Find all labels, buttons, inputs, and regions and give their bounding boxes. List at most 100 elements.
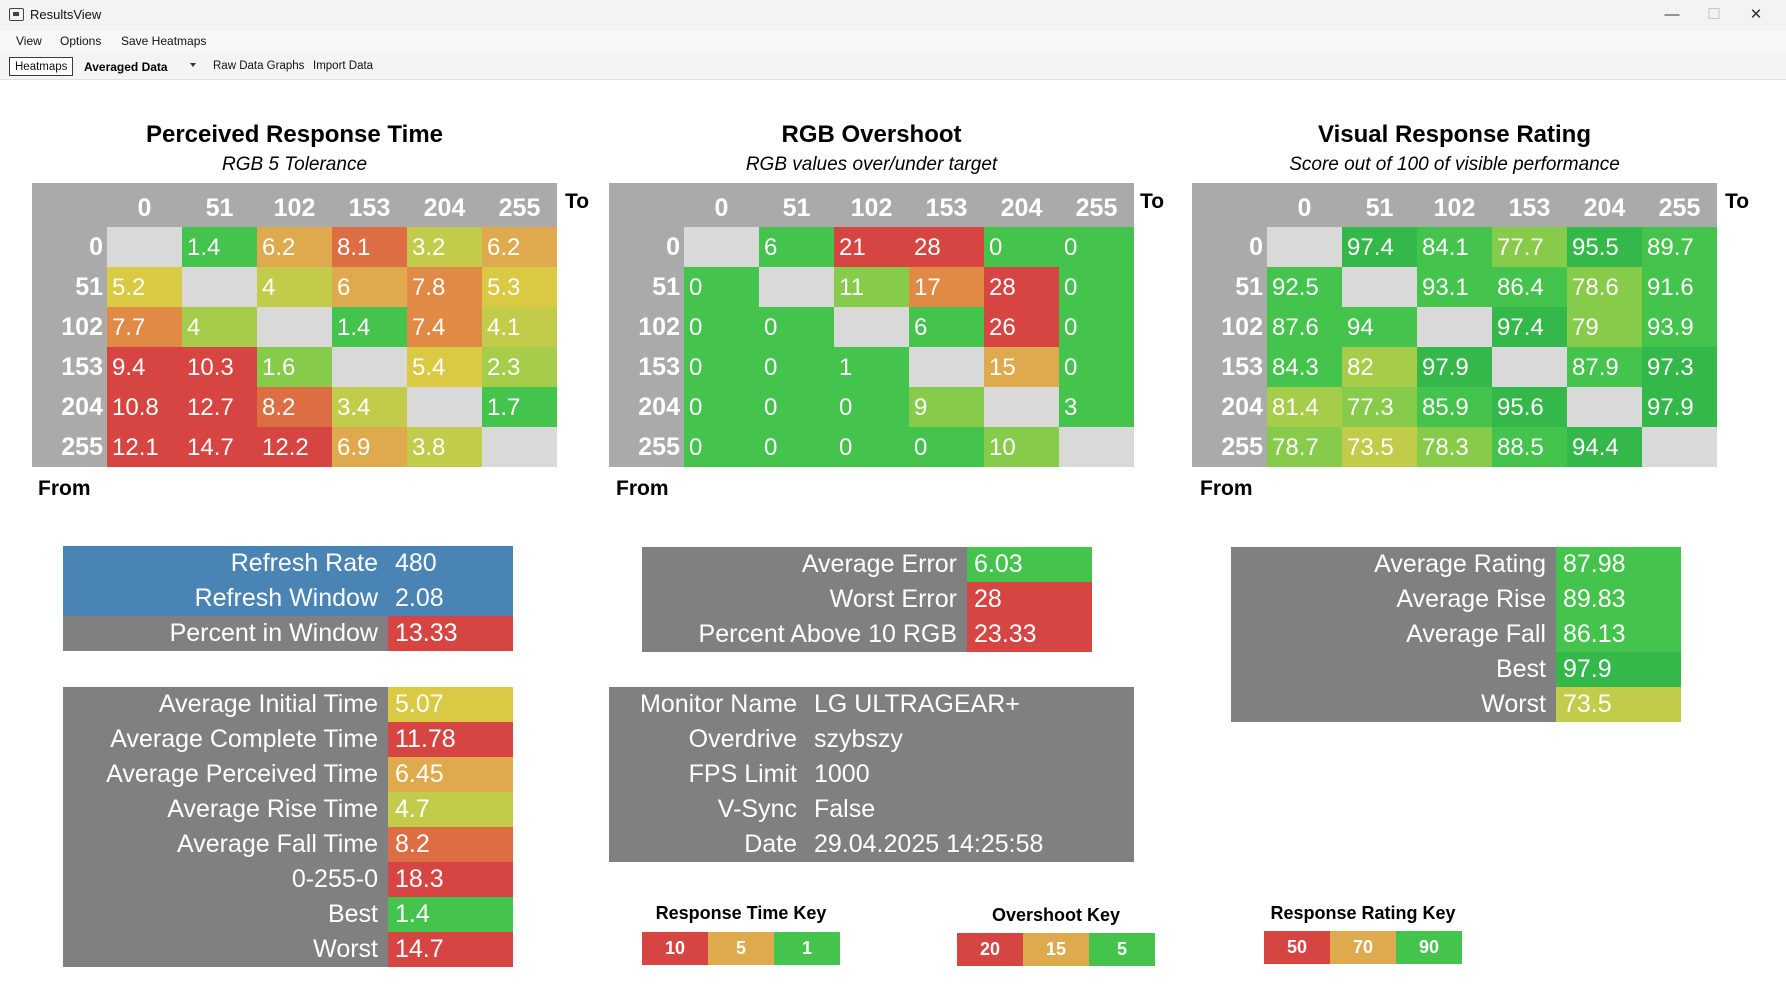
heatmap-cell: 10.3 xyxy=(182,347,257,387)
heatmap-cell: 7.7 xyxy=(107,307,182,347)
heatmap-cell: 2.3 xyxy=(482,347,557,387)
menu-view[interactable]: View xyxy=(16,34,42,48)
heatmap-cell: 77.7 xyxy=(1492,227,1567,267)
heatmap-cell: 3 xyxy=(1059,387,1134,427)
monitor-table-row: V-Sync False xyxy=(609,792,1134,827)
maximize-button[interactable]: ☐ xyxy=(1707,6,1721,23)
heatmap-cell: 15 xyxy=(984,347,1059,387)
timing-table-value: 1.4 xyxy=(388,897,513,932)
heatmap-cell: 92.5 xyxy=(1267,267,1342,307)
heatmap-cell: 88.5 xyxy=(1492,427,1567,467)
heatmap-cell: 95.6 xyxy=(1492,387,1567,427)
heatmap-column-header: 0 xyxy=(1297,194,1312,222)
timing-table-label: Average Initial Time xyxy=(63,687,388,722)
heatmap-cell: 87.9 xyxy=(1567,347,1642,387)
tab-raw-data-graphs[interactable]: Raw Data Graphs xyxy=(213,60,305,72)
timing-table-value: 8.2 xyxy=(388,827,513,862)
error-table-value: 23.33 xyxy=(967,617,1092,652)
heatmap-row-header: 0 xyxy=(1249,233,1263,261)
heatmap-column-header: 51 xyxy=(1365,194,1394,222)
heatmap-cell xyxy=(684,227,759,267)
rating-table-value: 73.5 xyxy=(1556,687,1681,722)
menu-options[interactable]: Options xyxy=(60,34,102,48)
refresh-table-value: 2.08 xyxy=(388,581,513,616)
rating-table-value: 89.83 xyxy=(1556,582,1681,617)
heatmap-grid-vrr: 0 51 102 153 204 255 0 97.4 84.1 77.7 95.5 89.7 51 92… xyxy=(1192,183,1717,467)
monitor-table-row: Overdrive szybszy xyxy=(609,722,1134,757)
heatmap-row-header: 204 xyxy=(638,393,680,421)
heatmap-cell: 4.1 xyxy=(482,307,557,347)
heatmap-cell xyxy=(759,267,834,307)
title-bar xyxy=(0,0,1786,30)
menu-save-heatmaps[interactable]: Save Heatmaps xyxy=(121,34,207,48)
heatmap-cell: 28 xyxy=(984,267,1059,307)
heatmap-cell: 7.4 xyxy=(407,307,482,347)
heatmap-cell: 0 xyxy=(684,347,759,387)
heatmap-cell: 10.8 xyxy=(107,387,182,427)
heatmap-row-header: 255 xyxy=(1221,433,1263,461)
heatmap-column-header: 51 xyxy=(782,194,811,222)
heatmap-cell: 1.6 xyxy=(257,347,332,387)
timing-table-row: Average Initial Time 5.07 xyxy=(63,687,513,722)
heatmap-row-header: 255 xyxy=(61,433,103,461)
key-cell-rt: 10 xyxy=(642,932,708,965)
heatmap-cell: 10 xyxy=(984,427,1059,467)
heatmap-cell xyxy=(1267,227,1342,267)
heatmap-subtitle-vrr: Score out of 100 of visible performance xyxy=(1289,154,1620,175)
app-icon xyxy=(9,8,24,21)
heatmap-cell: 78.3 xyxy=(1417,427,1492,467)
heatmap-cell: 1.4 xyxy=(332,307,407,347)
error-table-value: 6.03 xyxy=(967,547,1092,582)
key-title-os: Overshoot Key xyxy=(991,905,1121,925)
error-table-label: Percent Above 10 RGB xyxy=(642,617,967,652)
heatmap-cell: 3.2 xyxy=(407,227,482,267)
heatmap-cell xyxy=(1492,347,1567,387)
monitor-table-row: Monitor Name LG ULTRAGEAR+ xyxy=(609,687,1134,722)
heatmap-row-header: 102 xyxy=(638,313,680,341)
heatmap-cell: 0 xyxy=(909,427,984,467)
heatmap-title-vrr: Visual Response Rating xyxy=(1318,121,1591,148)
refresh-table-label: Percent in Window xyxy=(63,616,388,651)
tab-import-data[interactable]: Import Data xyxy=(313,60,374,72)
key-title-rr: Response Rating Key xyxy=(1270,903,1456,923)
minimize-button[interactable]: — xyxy=(1664,6,1680,23)
refresh-table-value: 13.33 xyxy=(388,616,513,651)
heatmap-subtitle-prt: RGB 5 Tolerance xyxy=(221,154,368,175)
refresh-table-row: Refresh Rate 480 xyxy=(63,546,513,581)
heatmap-cell: 6.2 xyxy=(257,227,332,267)
heatmap-from-label-vrr: From xyxy=(1200,477,1253,500)
heatmap-cell xyxy=(107,227,182,267)
heatmap-cell: 93.1 xyxy=(1417,267,1492,307)
heatmap-cell: 77.3 xyxy=(1342,387,1417,427)
close-button[interactable]: ✕ xyxy=(1749,6,1763,23)
heatmap-cell: 85.9 xyxy=(1417,387,1492,427)
error-table-label: Average Error xyxy=(642,547,967,582)
heatmap-column-header: 255 xyxy=(1658,194,1701,222)
chevron-down-icon[interactable] xyxy=(190,63,196,67)
averaged-data-dropdown[interactable]: Averaged Data xyxy=(84,60,168,74)
timing-table-value: 5.07 xyxy=(388,687,513,722)
heatmap-cell: 6 xyxy=(759,227,834,267)
heatmap-column-header: 102 xyxy=(1433,194,1476,222)
heatmap-cell xyxy=(1342,267,1417,307)
heatmap-cell: 97.4 xyxy=(1492,307,1567,347)
timing-table-label: Average Perceived Time xyxy=(63,757,388,792)
timing-table-row: Average Complete Time 11.78 xyxy=(63,722,513,757)
heatmap-cell xyxy=(984,387,1059,427)
heatmap-cell: 0 xyxy=(759,307,834,347)
heatmap-row-header: 102 xyxy=(61,313,103,341)
monitor-table-value: 1000 xyxy=(807,757,1134,792)
tab-heatmaps[interactable]: Heatmaps xyxy=(9,57,74,76)
rating-table-value: 87.98 xyxy=(1556,547,1681,582)
timing-table-label: 0-255-0 xyxy=(63,862,388,897)
heatmap-column-header: 204 xyxy=(423,194,466,222)
error-table-row: Percent Above 10 RGB 23.33 xyxy=(642,617,1092,652)
timing-table-value: 14.7 xyxy=(388,932,513,967)
monitor-table-label: Date xyxy=(609,827,807,862)
heatmap-cell: 94.4 xyxy=(1567,427,1642,467)
heatmap-column-header: 204 xyxy=(1000,194,1043,222)
heatmap-cell: 4 xyxy=(257,267,332,307)
heatmap-cell: 93.9 xyxy=(1642,307,1717,347)
heatmap-cell: 1.7 xyxy=(482,387,557,427)
heatmap-cell: 9.4 xyxy=(107,347,182,387)
